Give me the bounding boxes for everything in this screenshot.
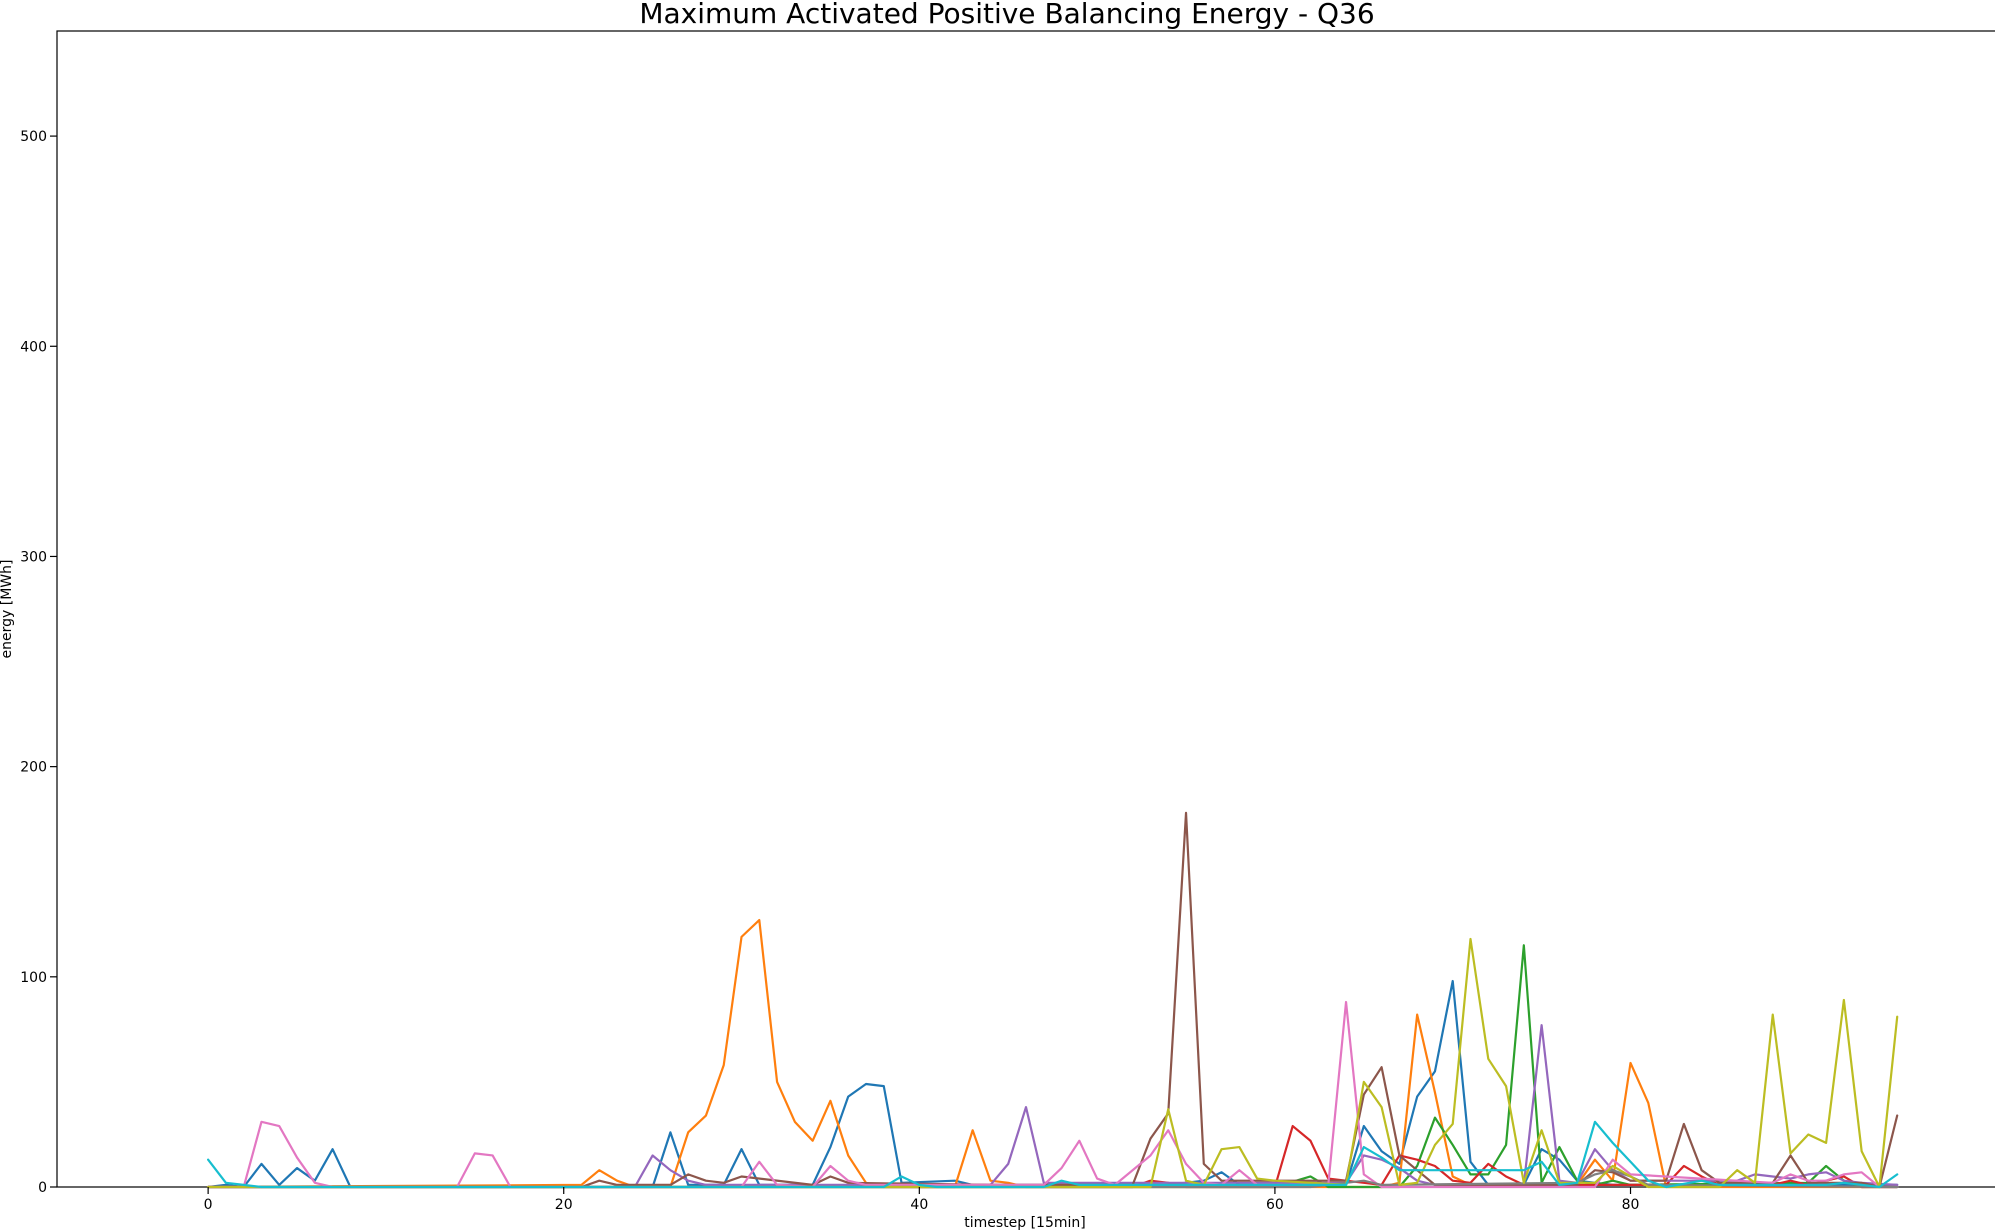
series-line-2 (207, 918, 1899, 1189)
series-line-10 (207, 1120, 1899, 1189)
x-tick-label: 60 (1266, 1197, 1284, 1213)
x-tick-label: 40 (910, 1197, 928, 1213)
y-tick-label: 500 (20, 129, 47, 145)
series-group (207, 811, 1899, 1189)
chart-title: Maximum Activated Positive Balancing Ene… (639, 0, 1374, 30)
x-axis-label: timestep [15min] (964, 1215, 1086, 1230)
y-axis-ticks: 0 100 200 300 400 500 (20, 129, 57, 1196)
y-tick-label: 400 (20, 339, 47, 355)
y-axis-label: energy [MWh] (0, 560, 15, 659)
x-axis-ticks: 0 20 40 60 80 (204, 1187, 1640, 1213)
y-tick-label: 300 (20, 549, 47, 565)
series-line-6 (207, 811, 1899, 1189)
x-tick-label: 20 (555, 1197, 573, 1213)
series-line-1 (207, 979, 1899, 1189)
x-tick-label: 80 (1622, 1197, 1640, 1213)
series-line-3 (207, 944, 1899, 1189)
plot-area-frame (56, 30, 1995, 1188)
y-tick-label: 0 (38, 1180, 47, 1196)
y-tick-label: 100 (20, 970, 47, 986)
series-line-9 (207, 937, 1899, 1189)
series-line-5 (207, 1024, 1899, 1189)
x-tick-label: 0 (204, 1197, 213, 1213)
y-tick-label: 200 (20, 760, 47, 776)
